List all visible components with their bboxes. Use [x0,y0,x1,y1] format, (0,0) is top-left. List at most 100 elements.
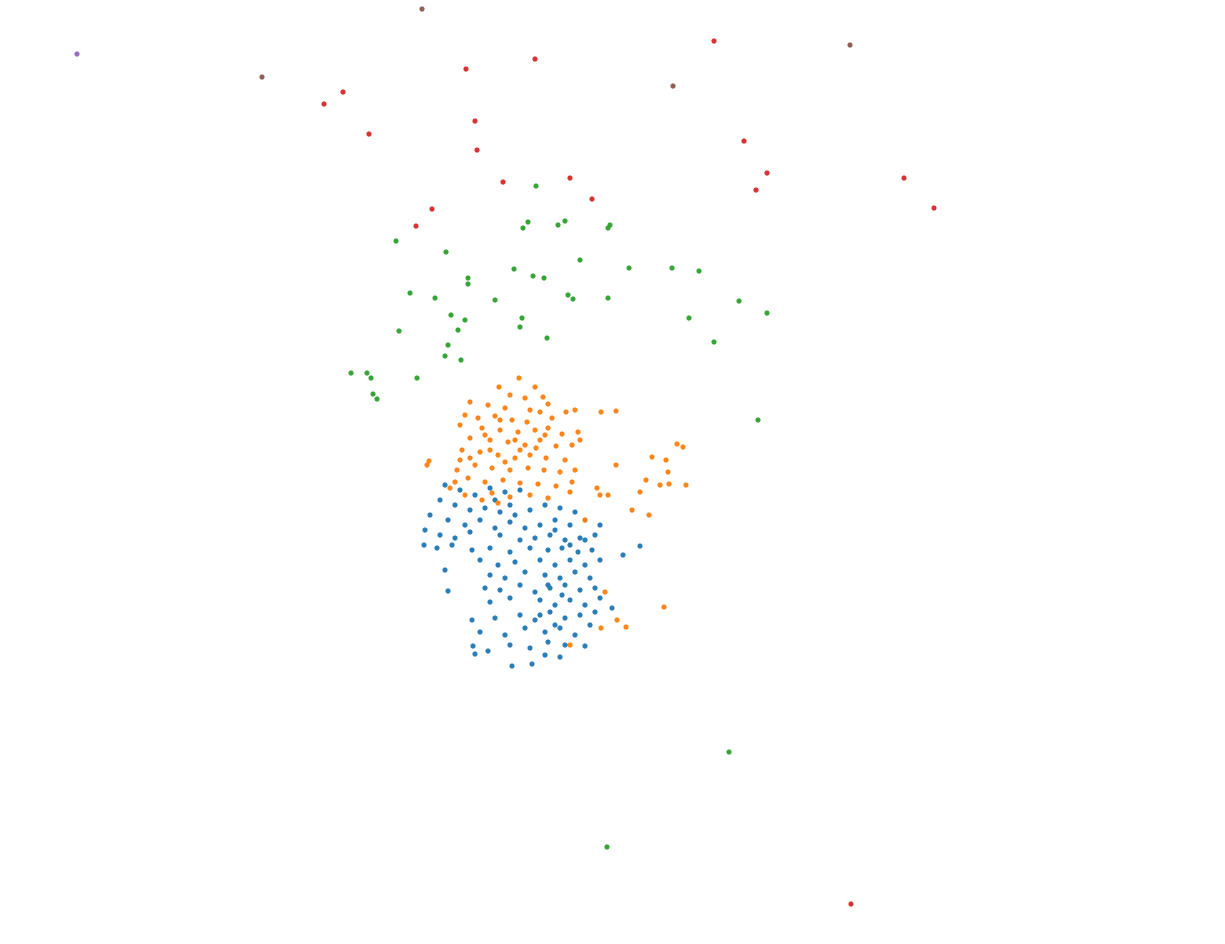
point [340,89,346,95]
point [520,225,526,231]
point [683,482,689,488]
point [535,481,541,487]
point [592,585,598,591]
point [543,455,549,461]
point [366,131,372,137]
point [507,595,513,601]
point [427,512,433,518]
point [495,452,501,458]
point [517,537,523,543]
point [500,179,506,185]
point [462,412,468,418]
point [604,844,610,850]
point [901,175,907,181]
point [736,298,742,304]
point [492,413,498,419]
point [517,612,523,618]
point [426,458,432,464]
point [562,642,568,648]
point [537,612,543,618]
point [577,437,583,443]
point [753,187,759,193]
point [552,562,558,568]
point [541,467,547,473]
point [487,572,493,578]
point [507,494,513,500]
point [562,537,568,543]
point [472,492,478,498]
point [511,266,517,272]
point [525,465,531,471]
point [533,445,539,451]
point [477,517,483,523]
point [572,467,578,473]
point [643,477,649,483]
point [348,370,354,376]
point [522,625,528,631]
point [479,425,485,431]
point [532,589,538,595]
point [537,522,543,528]
point [509,663,515,669]
point [572,407,578,413]
point [502,489,508,495]
point [452,535,458,541]
point [582,562,588,568]
point [545,495,551,501]
point [587,622,593,628]
point [502,575,508,581]
point [597,492,603,498]
point [458,357,464,363]
point [532,427,538,433]
point [549,415,555,421]
point [764,310,770,316]
point [259,74,265,80]
point [492,297,498,303]
point [575,429,581,435]
point [477,449,483,455]
point [502,459,508,465]
point [537,437,543,443]
point [562,218,568,224]
point [469,617,475,623]
point [429,206,435,212]
point [507,502,513,508]
point [572,569,578,575]
point [467,507,473,513]
point [540,394,546,400]
point [522,442,528,448]
point [455,327,461,333]
point [542,652,548,658]
point [552,517,558,523]
point [542,502,548,508]
point [516,375,522,381]
point [507,549,513,555]
point [462,317,468,323]
point [559,592,565,598]
point [492,615,498,621]
point [557,469,563,475]
point [567,597,573,603]
point [465,275,471,281]
point [487,545,493,551]
point [557,505,563,511]
point [557,575,563,581]
point [572,632,578,638]
point [567,489,573,495]
point [597,557,603,563]
point [613,408,619,414]
point [396,328,402,334]
point [555,222,561,228]
point [649,454,655,460]
point [626,265,632,271]
point [661,604,667,610]
point [567,175,573,181]
point [613,462,619,468]
point [557,625,563,631]
point [447,485,453,491]
point [470,643,476,649]
point [419,6,425,12]
point [437,532,443,538]
point [457,487,463,493]
point [680,444,686,450]
